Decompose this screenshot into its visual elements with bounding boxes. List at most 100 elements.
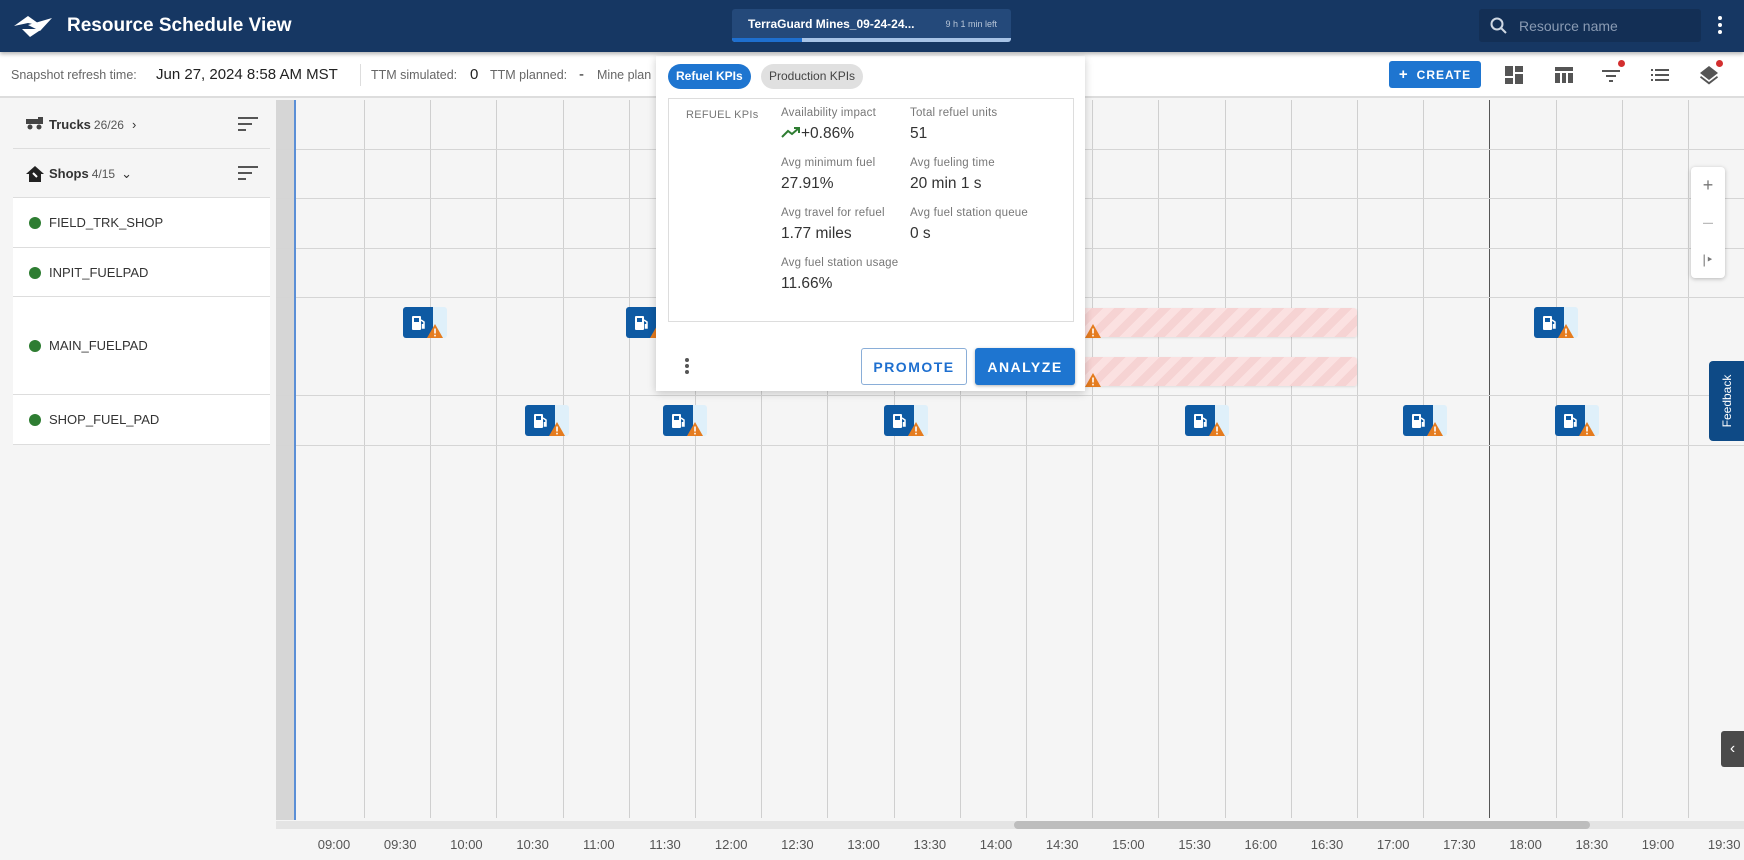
- resource-name: MAIN_FUELPAD: [49, 338, 148, 353]
- scrollbar-thumb[interactable]: [1014, 821, 1590, 829]
- kpi-total-refuel-units: Total refuel units 51: [910, 107, 998, 142]
- time-tick-label: 16:00: [1244, 837, 1278, 852]
- status-dot: [29, 340, 41, 352]
- table-icon[interactable]: [1552, 63, 1576, 87]
- feedback-button[interactable]: Feedback: [1709, 361, 1744, 441]
- time-tick-label: 15:30: [1178, 837, 1211, 852]
- status-dot: [29, 267, 41, 279]
- fuel-pump-icon: [672, 414, 685, 428]
- kpi-avg-travel-for-refuel: Avg travel for refuel 1.77 miles: [781, 207, 885, 242]
- warning-icon: [1085, 324, 1101, 338]
- group-shops[interactable]: Shops 4/15 ⌄: [13, 149, 270, 198]
- list-icon[interactable]: [1648, 63, 1672, 87]
- analyze-button[interactable]: ANALYZE: [975, 348, 1075, 385]
- kpi-avg-fuel-station-queue: Avg fuel station queue 0 s: [910, 207, 1028, 242]
- layers-icon[interactable]: [1697, 60, 1723, 87]
- app-logo-icon: [14, 16, 52, 37]
- warning-icon: [427, 324, 443, 338]
- simulation-progress-bar: [732, 38, 1011, 42]
- ttm-simulated-value: 0: [470, 66, 479, 83]
- filter-active-badge: [1618, 60, 1625, 67]
- refuel-event[interactable]: [884, 405, 928, 436]
- grid-line: [1092, 100, 1094, 818]
- past-time-shade: [276, 100, 295, 820]
- schedule-grid[interactable]: :00 :00: [276, 100, 1744, 818]
- grid-line: [1555, 100, 1557, 818]
- snapshot-label: Snapshot refresh time:: [11, 68, 137, 82]
- warning-icon: [1558, 324, 1574, 338]
- row-line: [276, 395, 1744, 396]
- simulation-progress-tab[interactable]: TerraGuard Mines_09-24-24... 9 h 1 min l…: [732, 9, 1011, 42]
- app-header: Resource Schedule View TerraGuard Mines_…: [0, 0, 1744, 52]
- refuel-event[interactable]: [1403, 405, 1447, 436]
- time-tick-label: 11:00: [583, 837, 615, 852]
- time-tick-label: 19:30: [1707, 837, 1741, 852]
- more-options-icon[interactable]: [684, 358, 690, 376]
- resource-search[interactable]: [1479, 9, 1701, 42]
- sort-icon[interactable]: [238, 116, 260, 132]
- create-button[interactable]: + CREATE: [1389, 61, 1481, 88]
- fuel-pump-icon: [1194, 414, 1207, 428]
- ttm-planned-label: TTM planned:: [490, 68, 568, 82]
- time-tick-label: 09:30: [383, 837, 417, 852]
- collapse-panel-button[interactable]: ‹: [1721, 731, 1744, 767]
- refuel-event[interactable]: [1534, 307, 1578, 338]
- refuel-event[interactable]: [1185, 405, 1229, 436]
- grid-line: [1688, 100, 1689, 818]
- resource-row[interactable]: MAIN_FUELPAD: [13, 297, 270, 395]
- time-tick-label: 13:00: [847, 837, 880, 852]
- tab-refuel-kpis[interactable]: Refuel KPIs: [668, 64, 751, 89]
- refuel-event[interactable]: [663, 405, 707, 436]
- group-label: Trucks: [49, 117, 91, 132]
- status-dot: [29, 217, 41, 229]
- more-menu-icon[interactable]: [1715, 16, 1725, 38]
- grid-line: [1026, 100, 1027, 818]
- fuel-pump-icon: [1564, 414, 1577, 428]
- current-time-line: [294, 100, 296, 820]
- refuel-event[interactable]: [403, 307, 447, 338]
- chevron-right-icon[interactable]: ›: [131, 117, 137, 132]
- time-tick-label: 10:30: [516, 837, 549, 852]
- filter-icon[interactable]: [1599, 60, 1625, 87]
- warning-icon: [1579, 422, 1595, 436]
- truck-icon: [26, 117, 43, 130]
- jump-to-now-button[interactable]: |‣: [1702, 252, 1714, 267]
- time-tick-label: 17:00: [1376, 837, 1410, 852]
- horizontal-scrollbar[interactable]: [276, 821, 1744, 829]
- grid-line: [628, 100, 630, 818]
- promote-button[interactable]: PROMOTE: [861, 348, 967, 385]
- unavailable-period-bar[interactable]: :00: [1060, 308, 1357, 338]
- grid-line: [364, 100, 365, 818]
- grid-line: [1621, 100, 1623, 818]
- time-tick-label: 14:30: [1045, 837, 1079, 852]
- resource-search-input[interactable]: [1519, 15, 1689, 37]
- dashboard-icon[interactable]: [1502, 63, 1526, 87]
- simulation-name: TerraGuard Mines_09-24-24...: [748, 17, 915, 31]
- refuel-event[interactable]: [525, 405, 569, 436]
- grid-line: [893, 100, 895, 818]
- snapshot-value: Jun 27, 2024 8:58 AM MST: [156, 66, 338, 83]
- chevron-down-icon[interactable]: ⌄: [121, 166, 132, 181]
- time-tick-label: 13:30: [913, 837, 947, 852]
- fuel-pump-icon: [635, 316, 648, 330]
- row-line: [276, 445, 1744, 446]
- zoom-in-button[interactable]: +: [1702, 175, 1714, 195]
- search-icon: [1490, 17, 1507, 34]
- time-tick-label: 09:00: [317, 837, 351, 852]
- resource-row[interactable]: INPIT_FUELPAD: [13, 248, 270, 297]
- layers-active-badge: [1716, 60, 1723, 67]
- warning-icon: [1209, 422, 1225, 436]
- grid-line: [1224, 100, 1226, 818]
- grid-line: [1290, 100, 1292, 818]
- zoom-out-button[interactable]: –: [1702, 212, 1713, 232]
- refuel-event[interactable]: [1555, 405, 1599, 436]
- resource-name: SHOP_FUEL_PAD: [49, 412, 160, 427]
- group-trucks[interactable]: Trucks 26/26 ›: [13, 100, 270, 149]
- resource-row[interactable]: SHOP_FUEL_PAD: [13, 395, 270, 445]
- sort-icon[interactable]: [238, 165, 260, 181]
- tab-production-kpis[interactable]: Production KPIs: [761, 64, 864, 89]
- time-tick-label: 16:30: [1310, 837, 1344, 852]
- resource-name: FIELD_TRK_SHOP: [49, 215, 164, 230]
- resource-row[interactable]: FIELD_TRK_SHOP: [13, 198, 270, 248]
- unavailable-period-bar[interactable]: :00: [1060, 357, 1357, 387]
